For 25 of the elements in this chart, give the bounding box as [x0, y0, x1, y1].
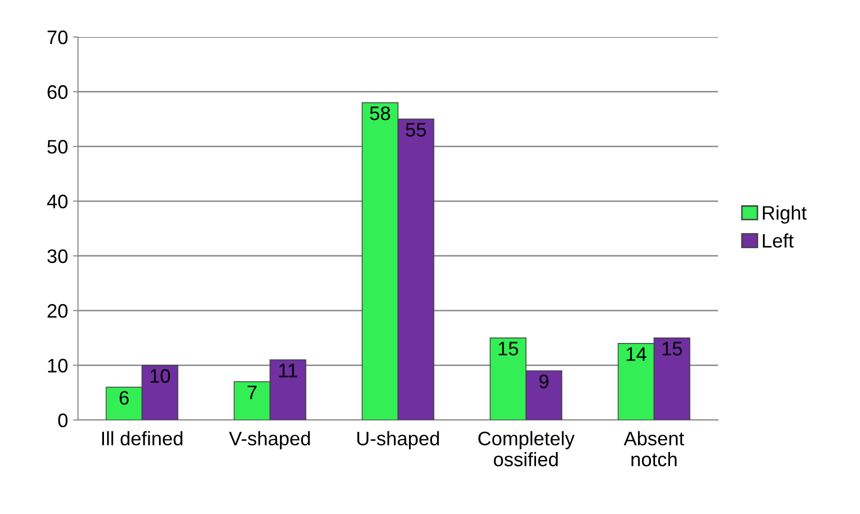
- y-tick-label: 70: [48, 30, 68, 44]
- data-label: 11: [279, 364, 298, 378]
- data-label: 14: [626, 347, 646, 361]
- x-tick-label: Ill defined: [102, 431, 182, 446]
- data-label: 9: [539, 374, 548, 388]
- data-label: 55: [406, 123, 426, 137]
- y-tick-label: 0: [58, 413, 68, 428]
- x-tick-label: Completely ossified: [478, 431, 575, 466]
- data-label: 58: [370, 106, 390, 120]
- y-tick-label: 10: [48, 358, 68, 373]
- data-label: 7: [248, 386, 257, 400]
- data-label: 10: [150, 369, 170, 383]
- x-tick-label: V-shaped: [229, 431, 310, 450]
- legend-label: Right: [762, 206, 807, 224]
- y-tick-label: 40: [47, 194, 68, 208]
- x-tick-label: U-shaped: [357, 431, 439, 450]
- y-tick-label: 30: [47, 249, 68, 264]
- x-tick-label: Absent notch: [624, 431, 684, 466]
- y-tick-label: 50: [47, 140, 68, 154]
- legend-label: Left: [762, 233, 794, 248]
- data-label: 15: [498, 342, 518, 356]
- data-label: 6: [120, 390, 129, 405]
- data-label: 15: [662, 342, 682, 356]
- y-tick-label: 60: [48, 85, 68, 99]
- y-tick-label: 20: [48, 304, 68, 318]
